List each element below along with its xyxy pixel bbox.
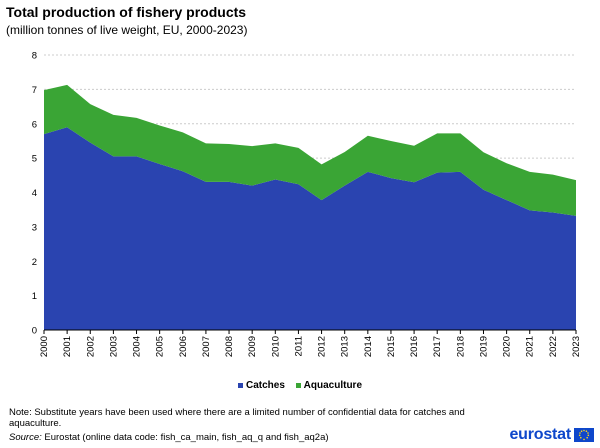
axes: 0 1 2 3 4 5 6 7 8 2000 2001 2002 2003 2004 2005 2006 200…: [32, 51, 582, 358]
x-tick-label: 2006: [178, 336, 189, 357]
x-tick-label: 2010: [270, 336, 281, 357]
y-tick-label: 0: [32, 326, 37, 337]
x-tick-label: 2008: [224, 336, 235, 357]
area-series: [44, 84, 576, 330]
source-line: Source: Eurostat (online data code: fish…: [9, 432, 329, 443]
y-tick-label: 7: [32, 85, 37, 96]
x-tick-label: 2022: [548, 336, 559, 357]
catches-swatch-icon: [237, 383, 243, 388]
x-tick-label: 2007: [201, 336, 212, 357]
x-tick-label: 2002: [85, 336, 96, 357]
y-tick-label: 6: [32, 119, 37, 130]
chart-subtitle: (million tonnes of live weight, EU, 2000…: [6, 23, 248, 37]
eurostat-logo: eurostat: [509, 426, 594, 444]
x-tick-label: 2023: [571, 336, 582, 357]
eu-flag-icon: [574, 428, 594, 442]
x-tick-label: 2012: [317, 336, 328, 357]
y-tick-label: 3: [32, 222, 37, 233]
x-tick-label: 2015: [386, 336, 397, 357]
legend-item-aquaculture: Aquaculture: [295, 380, 363, 391]
x-tick-label: 2004: [132, 336, 143, 357]
x-tick-label: 2000: [39, 336, 50, 357]
area-aquaculture: [44, 84, 576, 216]
x-tick-label: 2014: [363, 336, 374, 357]
x-tick-label: 2001: [62, 336, 73, 357]
y-tick-label: 2: [32, 257, 37, 268]
area-chart: 0 1 2 3 4 5 6 7 8 2000 2001 2002 2003 2004 2005 2006 200…: [32, 51, 582, 358]
x-tick-label: 2011: [293, 336, 304, 356]
y-tick-label: 5: [32, 154, 37, 165]
legend-label-catches: Catches: [245, 380, 285, 391]
x-tick-label: 2016: [409, 336, 420, 357]
x-tick-label: 2005: [155, 336, 166, 357]
y-tick-label: 1: [32, 291, 37, 302]
x-tick-label: 2003: [108, 336, 119, 357]
area-catches: [44, 127, 576, 330]
source-label: Source:: [9, 432, 42, 443]
x-tick-label: 2009: [247, 336, 258, 357]
legend-item-catches: Catches: [237, 380, 285, 391]
source-text: Eurostat (online data code: fish_ca_main…: [44, 432, 329, 443]
x-tick-label: 2013: [340, 336, 351, 357]
aquaculture-swatch-icon: [295, 383, 301, 388]
x-tick-label: 2019: [478, 336, 489, 357]
chart-title: Total production of fishery products: [6, 4, 247, 20]
legend-label-aquaculture: Aquaculture: [303, 380, 363, 391]
x-tick-label: 2018: [455, 336, 466, 357]
x-tick-label: 2021: [525, 336, 536, 357]
chart-legend: Catches Aquaculture: [0, 380, 600, 391]
y-tick-label: 4: [32, 188, 37, 199]
footnote: Note: Substitute years have been used wh…: [9, 407, 465, 429]
x-tick-label: 2017: [432, 336, 443, 357]
y-tick-label: 8: [32, 51, 37, 62]
brand-name: eurostat: [509, 426, 571, 443]
x-tick-label: 2020: [502, 336, 513, 357]
